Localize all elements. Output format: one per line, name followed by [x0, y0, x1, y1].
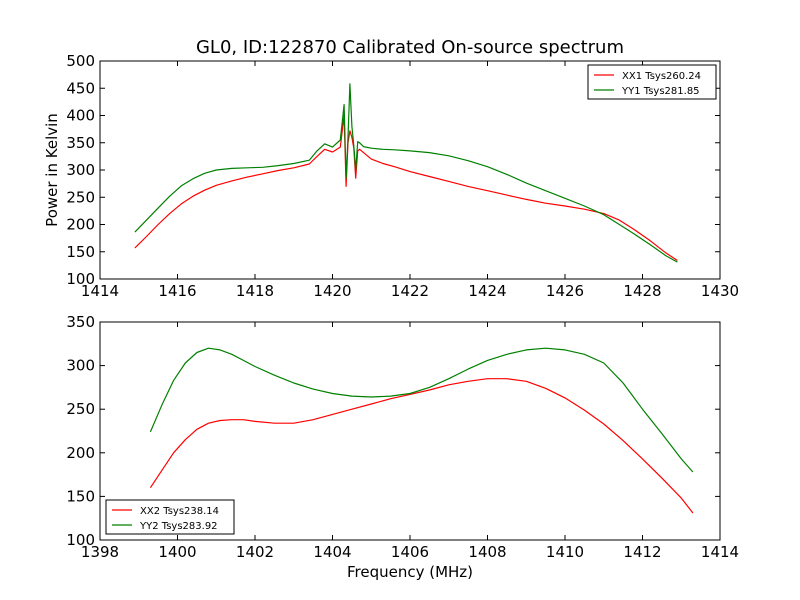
x-tick-label: 1426 — [546, 282, 584, 300]
y-tick-label: 350 — [66, 313, 95, 331]
y-tick-label: 450 — [66, 79, 95, 97]
legend-entry: YY2 Tsys283.92 — [139, 521, 218, 532]
y-tick-label: 300 — [66, 161, 95, 179]
y-tick-label: 250 — [66, 188, 95, 206]
x-tick-label: 1402 — [236, 543, 274, 561]
x-tick-label: 1418 — [236, 282, 274, 300]
bottom-plot: 1398 1400 1402 1404 1406 1408 1410 1412 1414 100 1… — [66, 313, 739, 581]
y-tick-label: 150 — [66, 243, 95, 261]
x-tick-label: 1410 — [546, 543, 584, 561]
legend-box — [587, 64, 717, 100]
top-plot: 1414 1416 1418 1420 1422 1424 1426 1428 1430 100 1… — [43, 52, 739, 300]
legend-entry: XX2 Tsys238.14 — [140, 506, 219, 517]
x-axis-label: Frequency (MHz) — [347, 563, 473, 581]
x-tick-label: 1406 — [391, 543, 429, 561]
x-tick-label: 1412 — [623, 543, 661, 561]
y-tick-label: 100 — [66, 270, 95, 288]
y-tick-label: 500 — [66, 52, 95, 70]
legend-entry: YY1 Tsys281.85 — [621, 86, 700, 97]
x-tick-label: 1400 — [158, 543, 196, 561]
y-axis-label: Power in Kelvin — [43, 113, 61, 227]
x-tick-label: 1430 — [701, 282, 739, 300]
y-tick-label: 400 — [66, 107, 95, 125]
x-tick-label: 1428 — [623, 282, 661, 300]
y-tick-label: 300 — [66, 357, 95, 375]
x-tick-label: 1420 — [313, 282, 351, 300]
series-line-yy1 — [134, 83, 678, 263]
chart-title: GL0, ID:122870 Calibrated On-source spec… — [196, 37, 624, 58]
y-tick-label: 200 — [66, 216, 95, 234]
x-tick-label: 1398 — [81, 543, 119, 561]
legend-box — [105, 499, 235, 535]
x-tick-label: 1414 — [81, 282, 119, 300]
y-tick-label: 150 — [66, 487, 95, 505]
x-tick-label: 1404 — [313, 543, 351, 561]
series-line-yy2 — [149, 347, 694, 473]
legend: XX1 Tsys260.24 YY1 Tsys281.85 — [587, 64, 717, 100]
x-tick-label: 1416 — [158, 282, 196, 300]
x-tick-label: 1408 — [468, 543, 506, 561]
legend: XX2 Tsys238.14 YY2 Tsys283.92 — [105, 499, 235, 535]
y-tick-label: 100 — [66, 531, 95, 549]
y-tick-label: 350 — [66, 134, 95, 152]
y-tick-label: 250 — [66, 400, 95, 418]
legend-entry: XX1 Tsys260.24 — [622, 71, 701, 82]
x-tick-label: 1424 — [468, 282, 506, 300]
y-tick-label: 200 — [66, 444, 95, 462]
series-line-xx2 — [149, 378, 694, 514]
x-tick-label: 1422 — [391, 282, 429, 300]
x-tick-label: 1414 — [701, 543, 739, 561]
